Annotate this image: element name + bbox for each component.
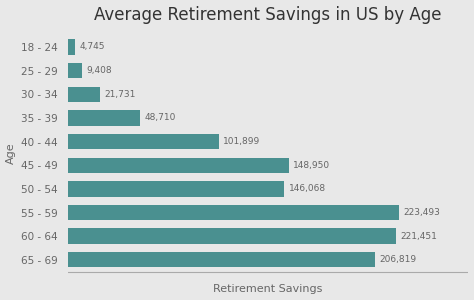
Bar bbox=[68, 134, 219, 149]
Bar bbox=[68, 110, 140, 126]
Text: 221,451: 221,451 bbox=[401, 232, 438, 241]
Text: 4,745: 4,745 bbox=[79, 43, 105, 52]
Bar bbox=[68, 63, 82, 78]
Text: 223,493: 223,493 bbox=[404, 208, 441, 217]
Bar bbox=[68, 229, 396, 244]
Bar bbox=[68, 39, 74, 55]
Title: Average Retirement Savings in US by Age: Average Retirement Savings in US by Age bbox=[94, 6, 442, 24]
Bar bbox=[68, 205, 400, 220]
Y-axis label: Age: Age bbox=[6, 142, 16, 164]
Text: 148,950: 148,950 bbox=[293, 161, 330, 170]
Bar bbox=[68, 252, 374, 268]
Text: 146,068: 146,068 bbox=[289, 184, 326, 194]
Bar bbox=[68, 158, 289, 173]
Text: 101,899: 101,899 bbox=[223, 137, 261, 146]
Text: 21,731: 21,731 bbox=[104, 90, 136, 99]
X-axis label: Retirement Savings: Retirement Savings bbox=[213, 284, 323, 294]
Bar bbox=[68, 181, 284, 196]
Bar bbox=[68, 87, 100, 102]
Text: 9,408: 9,408 bbox=[86, 66, 112, 75]
Text: 206,819: 206,819 bbox=[379, 255, 416, 264]
Text: 48,710: 48,710 bbox=[145, 113, 176, 122]
